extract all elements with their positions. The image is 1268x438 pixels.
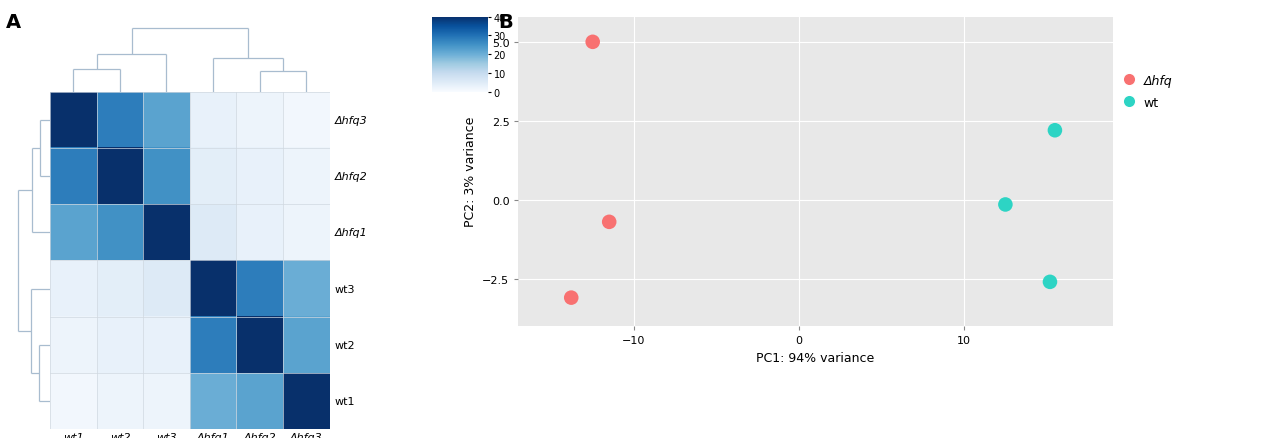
X-axis label: PC1: 94% variance: PC1: 94% variance xyxy=(757,351,875,364)
Point xyxy=(1040,279,1060,286)
Point xyxy=(1045,127,1065,134)
Text: wt2: wt2 xyxy=(335,340,355,350)
Text: A: A xyxy=(6,13,22,32)
Legend: Δhfq, wt: Δhfq, wt xyxy=(1118,70,1178,115)
Point xyxy=(598,219,619,226)
Text: wt1: wt1 xyxy=(335,396,355,406)
Point xyxy=(995,201,1016,208)
Text: wt3: wt3 xyxy=(335,284,355,294)
Text: Δhfq2: Δhfq2 xyxy=(335,172,368,182)
Text: Δhfq3: Δhfq3 xyxy=(335,116,368,125)
Y-axis label: PC2: 3% variance: PC2: 3% variance xyxy=(464,117,477,227)
Point xyxy=(582,39,602,46)
Point xyxy=(562,294,582,301)
Text: B: B xyxy=(498,13,514,32)
Text: Δhfq1: Δhfq1 xyxy=(335,228,368,238)
